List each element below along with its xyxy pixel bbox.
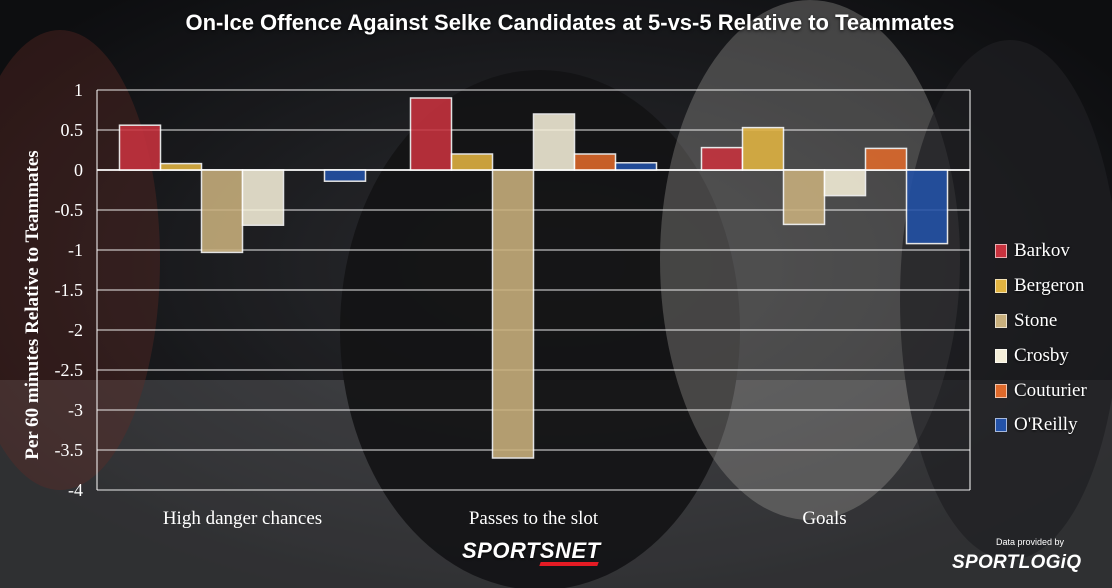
legend-swatch bbox=[995, 348, 1007, 363]
bar-stone-1 bbox=[491, 169, 535, 459]
x-category-label: High danger chances bbox=[163, 508, 322, 529]
y-tick-label: 0 bbox=[74, 160, 83, 180]
legend-item: Bergeron bbox=[995, 269, 1087, 304]
legend-item: Crosby bbox=[995, 338, 1087, 373]
legend-swatch bbox=[995, 383, 1007, 398]
bar-barkov-2 bbox=[700, 146, 744, 171]
bar-couturier-2 bbox=[864, 147, 908, 171]
legend: Barkov Bergeron Stone Crosby Couturier O'Reil… bbox=[995, 234, 1087, 443]
legend-label: Crosby bbox=[1014, 344, 1069, 366]
bars bbox=[118, 97, 949, 459]
legend-label: Stone bbox=[1014, 309, 1058, 331]
legend-label: Bergeron bbox=[1014, 275, 1085, 297]
legend-item: Couturier bbox=[995, 373, 1087, 408]
legend-item: O'Reilly bbox=[995, 408, 1087, 443]
bar-crosby-2 bbox=[823, 169, 867, 197]
y-tick-labels: 1 0.5 0 -0.5 -1 -1.5 -2 -2.5 -3 -3.5 -4 bbox=[55, 80, 84, 500]
bar-crosby-1 bbox=[532, 113, 576, 171]
y-tick-label: -3 bbox=[68, 400, 83, 420]
x-category-label: Goals bbox=[802, 508, 846, 529]
bar-crosby-0 bbox=[241, 169, 285, 226]
legend-label: O'Reilly bbox=[1014, 414, 1078, 436]
legend-swatch bbox=[995, 279, 1007, 294]
y-tick-label: 0.5 bbox=[61, 120, 84, 140]
legend-label: Couturier bbox=[1014, 379, 1087, 401]
legend-item: Barkov bbox=[995, 234, 1087, 269]
bar-barkov-1 bbox=[409, 97, 453, 171]
chart-title: On-Ice Offence Against Selke Candidates … bbox=[185, 10, 955, 35]
y-tick-label: -1.5 bbox=[55, 280, 84, 300]
legend-item: Stone bbox=[995, 304, 1087, 339]
bar-bergeron-2 bbox=[741, 126, 785, 171]
legend-swatch bbox=[995, 313, 1007, 328]
bar-barkov-0 bbox=[118, 124, 162, 171]
bar-bergeron-0 bbox=[159, 162, 203, 171]
bar-couturier-1 bbox=[573, 153, 617, 171]
bar-oreilly-1 bbox=[614, 162, 658, 171]
y-tick-label: -2.5 bbox=[55, 360, 84, 380]
y-tick-label: -0.5 bbox=[55, 200, 84, 220]
bar-oreilly-2 bbox=[905, 169, 949, 245]
sportsnet-logo-underline bbox=[539, 562, 599, 566]
y-axis-label: Per 60 minutes Relative to Teammates bbox=[22, 150, 43, 459]
y-tick-label: 1 bbox=[74, 80, 83, 100]
x-category-labels: High danger chances Passes to the slot Goa… bbox=[163, 508, 847, 529]
x-category-label: Passes to the slot bbox=[469, 508, 599, 529]
legend-label: Barkov bbox=[1014, 240, 1070, 262]
bar-oreilly-0 bbox=[323, 169, 367, 182]
bar-stone-2 bbox=[782, 169, 826, 226]
sportlogiq-logo: SPORTLOGiQ bbox=[952, 552, 1082, 573]
legend-swatch bbox=[995, 418, 1007, 433]
y-tick-label: -4 bbox=[68, 480, 83, 500]
bar-bergeron-1 bbox=[450, 153, 494, 171]
legend-swatch bbox=[995, 244, 1007, 259]
data-credit-text: Data provided by bbox=[995, 537, 1065, 547]
bar-stone-0 bbox=[200, 169, 244, 254]
sportsnet-logo: SPORTSNET bbox=[462, 538, 601, 563]
y-tick-label: -3.5 bbox=[55, 440, 84, 460]
y-tick-label: -1 bbox=[68, 240, 83, 260]
y-tick-label: -2 bbox=[68, 320, 83, 340]
